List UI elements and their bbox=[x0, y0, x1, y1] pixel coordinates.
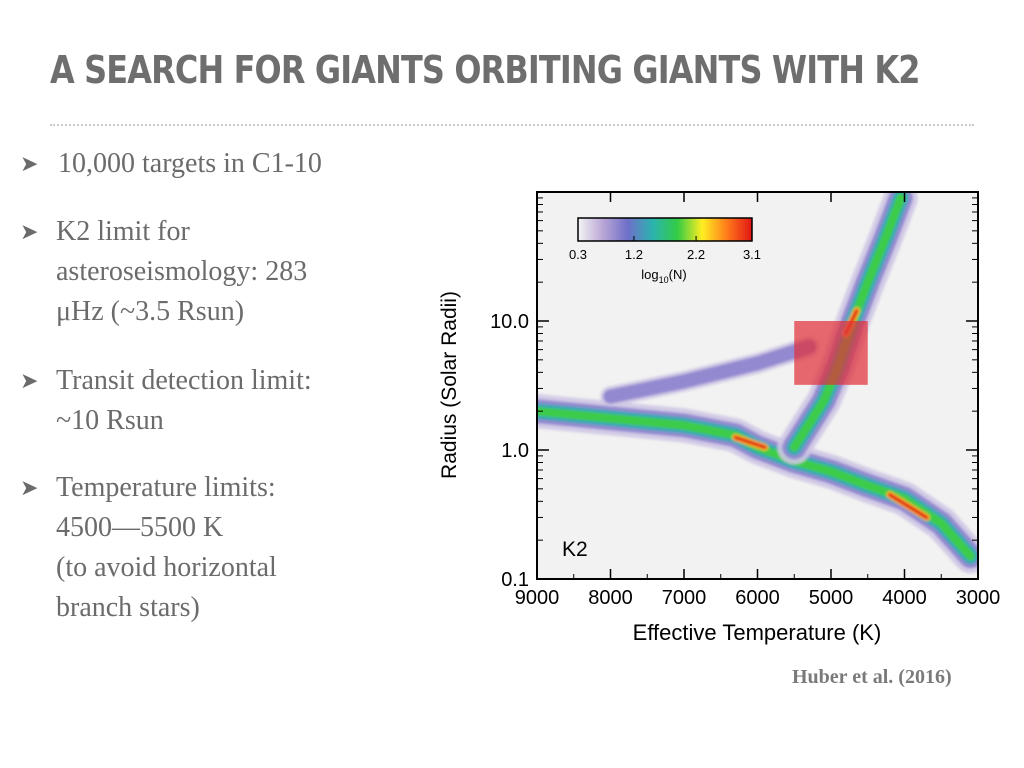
hr-diagram-chart: 9000 8000 7000 6000 5000 4000 3000 0.11.010.0 … bbox=[438, 191, 1001, 645]
sub-bullet-line: μHz (~3.5 Rsun) bbox=[56, 296, 245, 327]
x-axis-ticks: 9000 8000 7000 6000 5000 4000 3000 bbox=[515, 192, 1001, 609]
highlight-box bbox=[794, 321, 868, 385]
y-tick-label: 1.0 bbox=[501, 440, 529, 462]
colorbar: 0.3 1.2 2.2 3.1 log10(N) bbox=[569, 217, 761, 285]
sub-bullet-line: ~10 Rsun bbox=[56, 405, 164, 436]
slide-title: A SEARCH FOR GIANTS ORBITING GIANTS WITH… bbox=[50, 48, 920, 92]
y-axis-label: Radius (Solar Radii) bbox=[438, 291, 461, 479]
density-band-main-sequence bbox=[537, 406, 976, 561]
sub-bullet-k2-limit: ➤ K2 limit for asteroseismology: 283 μHz… bbox=[20, 212, 308, 332]
x-tick-label: 7000 bbox=[662, 587, 707, 609]
colorbar-tick-label: 0.3 bbox=[569, 247, 587, 262]
citation: Huber et al. (2016) bbox=[792, 666, 952, 688]
x-tick-label: 5000 bbox=[809, 587, 854, 609]
x-tick-label: 3000 bbox=[956, 587, 1001, 609]
bullet-arrow-icon: ➤ bbox=[20, 151, 39, 176]
bullet-arrow-icon: ➤ bbox=[20, 475, 39, 500]
sub-bullet-line: Transit detection limit: bbox=[56, 365, 312, 396]
sub-bullet-line: branch stars) bbox=[56, 592, 200, 623]
sub-bullet-line: asteroseismology: 283 bbox=[56, 256, 308, 287]
title-divider bbox=[50, 124, 974, 126]
colorbar-tick-label: 2.2 bbox=[687, 247, 705, 262]
colorbar-tick-label: 3.1 bbox=[743, 247, 761, 262]
bullet-main: ➤ 10,000 targets in C1-10 bbox=[20, 148, 322, 180]
x-tick-label: 4000 bbox=[882, 587, 927, 609]
sub-bullet-line: 4500—5500 K bbox=[56, 512, 224, 543]
density-band-subgiant-wedge bbox=[603, 339, 817, 404]
bullet-arrow-icon: ➤ bbox=[20, 368, 39, 393]
x-axis-label: Effective Temperature (K) bbox=[633, 620, 882, 645]
y-tick-label: 0.1 bbox=[501, 569, 529, 591]
colorbar-tick-label: 1.2 bbox=[625, 247, 643, 262]
sub-bullet-temperature-limits: ➤ Temperature limits: 4500—5500 K (to av… bbox=[20, 468, 277, 628]
sub-bullet-line: K2 limit for bbox=[56, 216, 190, 247]
colorbar-label: log10(N) bbox=[641, 267, 686, 285]
x-tick-label: 8000 bbox=[588, 587, 633, 609]
inset-label: K2 bbox=[562, 538, 588, 561]
y-tick-label: 10.0 bbox=[490, 311, 529, 333]
sub-bullet-line: Temperature limits: bbox=[56, 472, 276, 503]
x-tick-label: 6000 bbox=[735, 587, 780, 609]
colorbar-gradient bbox=[577, 217, 753, 242]
y-axis-ticks: 0.1 1.0 10.0 bbox=[490, 197, 978, 591]
sub-bullet-transit-limit: ➤ Transit detection limit: ~10 Rsun bbox=[20, 361, 312, 441]
bullet-arrow-icon: ➤ bbox=[20, 219, 39, 244]
bullet-main-text: 10,000 targets in C1-10 bbox=[58, 148, 322, 179]
density-core bbox=[888, 492, 929, 520]
density-core bbox=[733, 435, 767, 450]
colorbar-ticks: 0.3 1.2 2.2 3.1 bbox=[569, 236, 761, 262]
sub-bullet-line: (to avoid horizontal bbox=[56, 552, 277, 583]
x-tick-label: 9000 bbox=[515, 587, 560, 609]
